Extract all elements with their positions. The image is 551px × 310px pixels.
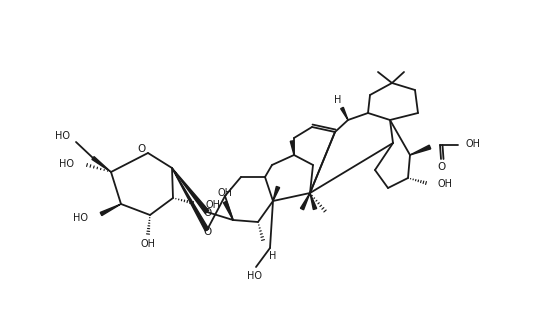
Text: O: O: [438, 162, 446, 172]
Text: OH: OH: [218, 188, 233, 198]
Text: HO: HO: [56, 131, 71, 141]
Text: OH: OH: [141, 239, 155, 249]
Polygon shape: [410, 145, 431, 155]
Text: HO: HO: [59, 159, 74, 169]
Text: O: O: [138, 144, 146, 154]
Polygon shape: [310, 193, 317, 210]
Text: H: H: [269, 251, 277, 261]
Text: O: O: [204, 227, 212, 237]
Polygon shape: [223, 201, 233, 220]
Text: OH: OH: [205, 200, 220, 210]
Polygon shape: [172, 168, 209, 231]
Polygon shape: [290, 141, 294, 155]
Text: HO: HO: [246, 271, 262, 281]
Polygon shape: [300, 193, 310, 210]
Text: H: H: [334, 95, 342, 105]
Text: OH: OH: [438, 179, 453, 189]
Polygon shape: [273, 186, 280, 201]
Text: OH: OH: [466, 139, 481, 149]
Polygon shape: [100, 204, 121, 215]
Text: O: O: [204, 208, 212, 218]
Polygon shape: [92, 157, 111, 172]
Polygon shape: [172, 168, 209, 213]
Text: HO: HO: [73, 213, 88, 223]
Polygon shape: [341, 107, 348, 120]
